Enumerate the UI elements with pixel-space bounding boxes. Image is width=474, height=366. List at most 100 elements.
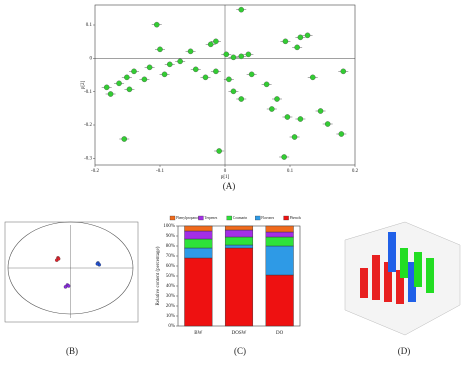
point <box>284 114 291 120</box>
legend-swatch <box>226 215 232 221</box>
3d-bar <box>360 268 368 298</box>
point <box>238 53 244 60</box>
x-tick-label: -0.2 <box>91 169 99 174</box>
point <box>282 38 289 45</box>
legend-label: Flavones <box>261 216 275 220</box>
point <box>269 106 275 112</box>
point <box>202 74 209 81</box>
y-tick-label: 80% <box>166 244 175 249</box>
bar-segment <box>265 274 294 327</box>
point <box>192 66 199 73</box>
point <box>187 48 194 55</box>
x-tick-label: 0.1 <box>287 169 294 174</box>
3d-bar <box>372 255 380 300</box>
point <box>223 51 230 58</box>
point <box>56 257 61 261</box>
legend-label: Phenylpropanoids <box>176 216 203 220</box>
bar-segment <box>184 238 213 249</box>
x-tick-label: -0.1 <box>156 169 164 174</box>
point <box>294 44 300 51</box>
point <box>166 61 173 68</box>
y-tick-label: 0.1 <box>86 23 93 28</box>
bar-segment <box>265 236 294 247</box>
point <box>297 116 304 122</box>
point <box>230 54 237 61</box>
bar-segment <box>265 231 294 238</box>
3d-bar <box>396 270 404 304</box>
bar-segment <box>224 244 254 249</box>
caption: (C) <box>234 346 246 356</box>
y-tick-label: 100% <box>163 224 175 229</box>
y-axis-label: Relative content (percentage) <box>156 246 161 305</box>
point <box>63 285 68 289</box>
3d-bar <box>414 252 422 287</box>
point <box>291 134 298 140</box>
caption: (B) <box>66 346 78 356</box>
point <box>213 38 219 45</box>
y-tick-label: -0.2 <box>84 123 92 128</box>
bar-segment <box>184 247 213 259</box>
point <box>297 34 304 41</box>
legend-label: Terpenes <box>204 216 218 220</box>
point <box>95 262 100 266</box>
bar-segment <box>224 236 254 246</box>
legend-label: Coumarin <box>233 216 248 220</box>
bar-segment <box>224 247 254 327</box>
y-tick-label: 30% <box>166 294 175 299</box>
point <box>304 32 311 39</box>
legend-swatch <box>255 215 261 221</box>
caption: (A) <box>223 181 236 191</box>
panel-b-frame <box>4 221 139 323</box>
point <box>226 76 232 83</box>
bar-segment <box>184 230 213 240</box>
caption: (D) <box>398 346 411 356</box>
bar-segment <box>184 225 213 232</box>
legend-label: Phenols <box>290 216 302 220</box>
point <box>161 71 168 78</box>
point <box>207 41 214 48</box>
y-tick-label: 70% <box>166 254 175 259</box>
point <box>131 68 137 75</box>
3d-bar <box>400 248 408 278</box>
point <box>317 108 324 114</box>
x-tick-label: 0 <box>224 169 227 174</box>
point <box>245 51 252 58</box>
point <box>157 46 163 53</box>
bar-segment <box>265 225 294 233</box>
point <box>153 21 160 28</box>
legend-swatch <box>169 215 176 221</box>
y-tick-label: -0.3 <box>84 156 92 161</box>
point <box>216 148 222 154</box>
y-tick-label: 0% <box>168 324 175 329</box>
panel-d-3d-bars <box>344 221 461 336</box>
x-tick-label: DOSW <box>232 331 247 336</box>
point <box>103 84 110 91</box>
y-tick-label: 0 <box>90 56 93 61</box>
point <box>121 136 128 142</box>
y-tick-label: 50% <box>166 274 175 279</box>
point <box>116 80 122 87</box>
bar-segment <box>265 245 294 276</box>
bar-segment <box>224 225 254 231</box>
3d-bar <box>408 262 416 302</box>
point <box>126 86 133 93</box>
point <box>263 81 270 88</box>
point <box>146 64 153 71</box>
point <box>238 6 244 13</box>
y-axis-label: p[2] <box>81 81 86 90</box>
point <box>338 131 345 137</box>
point <box>248 71 255 78</box>
y-tick-label: 40% <box>166 284 175 289</box>
y-tick-label: 90% <box>166 234 175 239</box>
bar-segment <box>184 257 213 327</box>
3d-bar <box>388 232 396 272</box>
y-tick-label: 60% <box>166 264 175 269</box>
point <box>238 96 244 102</box>
x-tick-label: DO <box>276 331 284 336</box>
point <box>340 68 347 75</box>
point <box>274 96 280 102</box>
legend-swatch <box>198 215 204 221</box>
x-tick-label: 0.2 <box>352 169 359 174</box>
legend-swatch <box>283 215 289 221</box>
